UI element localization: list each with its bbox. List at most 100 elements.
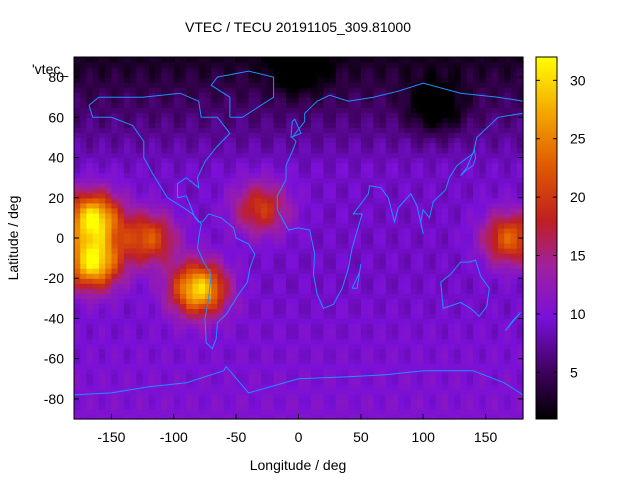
heat-cell xyxy=(267,197,275,204)
heat-cell xyxy=(491,217,499,224)
heat-cell xyxy=(242,142,250,149)
heat-cell xyxy=(80,162,88,169)
heat-cell xyxy=(261,318,268,325)
heat-cell xyxy=(392,72,399,78)
heat-cell xyxy=(242,127,250,134)
heat-cell xyxy=(416,368,424,375)
heat-cell xyxy=(317,127,325,134)
heat-cell xyxy=(105,122,113,128)
heat-cell xyxy=(441,243,449,249)
heat-cell xyxy=(242,57,250,63)
heat-cell xyxy=(98,202,106,209)
heat-cell xyxy=(367,283,374,289)
heat-cell xyxy=(198,343,206,350)
heat-cell xyxy=(385,353,393,360)
heat-cell xyxy=(454,147,462,154)
heat-cell xyxy=(317,82,325,88)
heat-cell xyxy=(348,67,356,73)
heat-cell xyxy=(460,172,468,179)
heat-cell xyxy=(161,162,169,169)
heat-cell xyxy=(441,318,449,325)
heat-cell xyxy=(261,278,268,284)
heat-cell xyxy=(136,373,144,380)
heat-cell xyxy=(142,248,150,254)
heat-cell xyxy=(423,127,431,134)
heat-cell xyxy=(298,323,306,330)
heat-cell xyxy=(117,288,125,294)
heat-cell xyxy=(335,288,343,294)
heat-cell xyxy=(423,313,431,320)
heat-cell xyxy=(279,303,287,309)
heat-cell xyxy=(148,197,156,204)
heat-cell xyxy=(130,177,137,184)
heat-cell xyxy=(261,112,268,118)
heat-cell xyxy=(335,117,343,123)
heat-cell xyxy=(398,67,406,73)
heat-cell xyxy=(360,142,368,149)
heat-cell xyxy=(123,62,131,68)
heat-cell xyxy=(105,323,113,330)
heat-cell xyxy=(423,107,431,113)
heat-cell xyxy=(167,212,175,219)
heat-cell xyxy=(279,212,287,219)
heat-cell xyxy=(86,132,94,139)
heat-cell xyxy=(310,182,318,189)
heat-cell xyxy=(198,227,206,234)
heat-cell xyxy=(479,207,487,214)
heat-cell xyxy=(74,258,81,264)
heat-cell xyxy=(180,413,187,420)
heat-cell xyxy=(335,403,343,410)
heat-cell xyxy=(454,142,462,149)
heat-cell xyxy=(485,298,493,304)
heat-cell xyxy=(111,87,119,93)
heat-cell xyxy=(454,197,462,204)
heat-cell xyxy=(74,268,81,274)
heat-cell xyxy=(180,403,187,410)
heat-cell xyxy=(342,413,349,420)
heat-cell xyxy=(448,408,456,415)
heat-cell xyxy=(279,398,287,405)
heat-cell xyxy=(317,388,325,395)
heat-cell xyxy=(360,87,368,93)
heat-cell xyxy=(454,102,462,108)
heat-cell xyxy=(123,258,131,264)
heat-cell xyxy=(229,147,237,154)
heat-cell xyxy=(98,142,106,149)
heat-cell xyxy=(192,92,200,98)
heat-cell xyxy=(204,62,212,68)
heat-cell xyxy=(348,253,356,259)
heat-cell xyxy=(123,72,131,78)
heat-cell xyxy=(404,323,412,330)
heat-cell xyxy=(211,313,219,320)
heat-cell xyxy=(173,77,181,83)
heat-cell xyxy=(335,87,343,93)
heat-cell xyxy=(123,147,131,154)
heat-cell xyxy=(74,293,81,299)
heat-cell xyxy=(379,388,387,395)
heat-cell xyxy=(167,313,175,320)
heat-cell xyxy=(136,107,144,113)
heat-cell xyxy=(217,162,225,169)
heat-cell xyxy=(192,217,200,224)
heat-cell xyxy=(410,182,418,189)
heat-cell xyxy=(335,137,343,144)
heat-cell xyxy=(261,157,268,164)
heat-cell xyxy=(167,232,175,239)
heat-cell xyxy=(448,172,456,179)
heat-cell xyxy=(329,258,337,264)
heat-cell xyxy=(217,87,225,93)
heat-cell xyxy=(292,258,300,264)
heat-cell xyxy=(80,172,88,179)
heat-cell xyxy=(186,408,194,415)
heat-cell xyxy=(317,283,325,289)
heat-cell xyxy=(92,338,100,345)
heat-cell xyxy=(373,378,381,385)
heat-cell xyxy=(161,263,169,269)
heat-cell xyxy=(348,278,356,284)
heat-cell xyxy=(329,253,337,259)
heat-cell xyxy=(498,222,505,229)
heat-cell xyxy=(229,378,237,385)
heat-cell xyxy=(491,363,499,370)
heat-cell xyxy=(123,207,131,214)
heat-cell xyxy=(80,293,88,299)
